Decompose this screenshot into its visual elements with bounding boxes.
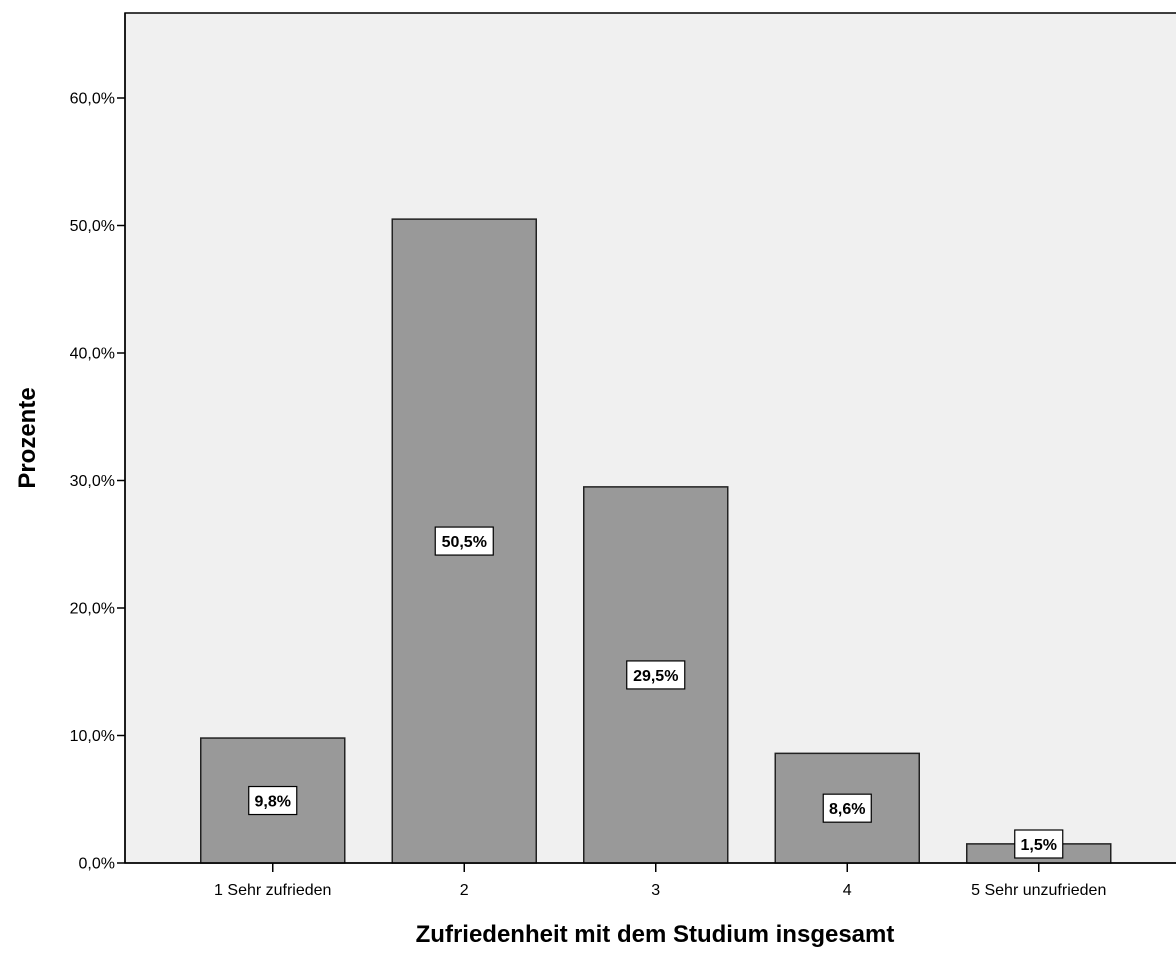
data-label: 50,5%: [442, 534, 487, 551]
y-axis-title: Prozente: [14, 387, 41, 488]
data-label-box: [434, 526, 494, 556]
x-axis-ticks: 1 Sehr zufrieden 2 3 4 5 Sehr unzufrieden: [214, 863, 1106, 899]
y-tick-label: 20,0%: [70, 601, 115, 618]
x-axis-title: Zufriedenheit mit dem Studium insgesamt: [416, 921, 895, 948]
x-tick-label: 1 Sehr zufrieden: [214, 882, 331, 899]
data-label-box: [822, 793, 872, 823]
y-tick-label: 0,0%: [79, 856, 115, 873]
data-label-box: [248, 785, 298, 816]
y-tick-label: 40,0%: [70, 346, 115, 363]
data-label: 8,6%: [829, 801, 865, 818]
y-tick-label: 60,0%: [70, 91, 115, 108]
bars: 9,8% 50,5% 29,5% 8,6% 1,5%: [200, 218, 1112, 864]
y-axis-ticks: 0,0% 10,0% 20,0% 30,0% 40,0% 50,0% 60,0%: [70, 91, 125, 873]
data-label-box: [1014, 829, 1064, 859]
data-label: 29,5%: [633, 668, 678, 685]
data-label: 9,8%: [255, 794, 291, 811]
x-tick-label: 5 Sehr unzufrieden: [971, 882, 1106, 899]
x-tick-label: 4: [843, 882, 852, 899]
data-label: 1,5%: [1021, 837, 1057, 854]
y-tick-label: 30,0%: [70, 473, 115, 490]
x-tick-label: 3: [651, 882, 660, 899]
x-tick-label: 2: [460, 882, 469, 899]
y-tick-label: 10,0%: [70, 728, 115, 745]
data-label-box: [626, 660, 686, 690]
y-tick-label: 50,0%: [70, 218, 115, 235]
